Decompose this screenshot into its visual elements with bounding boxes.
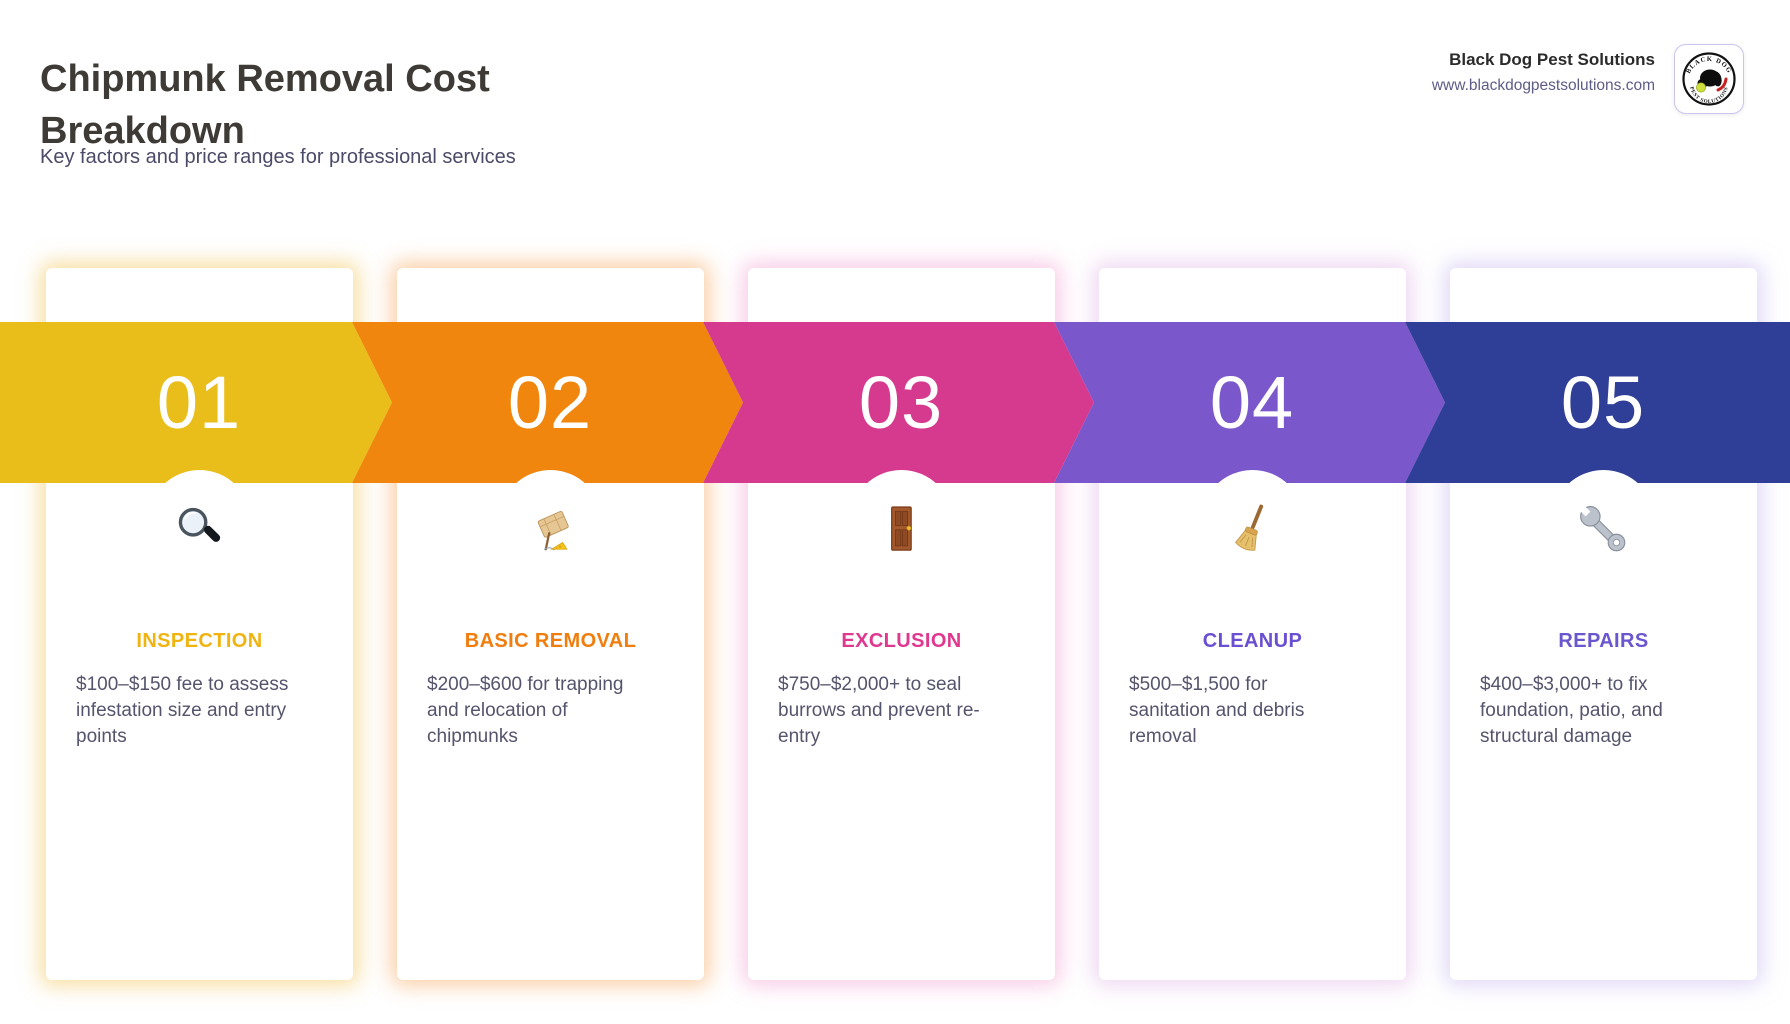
- chevron-segment-4: [1054, 322, 1445, 483]
- icon-circle: [1552, 470, 1655, 573]
- step-card-cleanup: CLEANUP $500–$1,500 for sanitation and d…: [1099, 0, 1406, 1024]
- chevron-segment-1: [0, 322, 392, 483]
- page-title-line2: Breakdown: [40, 110, 245, 153]
- wrench-icon: [1576, 502, 1630, 556]
- page-title-line1: Chipmunk Removal Cost: [40, 58, 490, 101]
- chevron-segment-5: [1405, 322, 1790, 483]
- page-title: Chipmunk Removal Cost Breakdown: [40, 53, 490, 157]
- step-card-basic-removal: BASIC REMOVAL $200–$600 for trapping and…: [397, 0, 704, 1024]
- brand-website: www.blackdogpestsolutions.com: [1431, 77, 1655, 94]
- step-number-1: 01: [156, 361, 242, 444]
- step-number-3: 03: [858, 361, 944, 444]
- brand-name: Black Dog Pest Solutions: [1449, 50, 1655, 69]
- step-title: CLEANUP: [1202, 630, 1303, 652]
- box-trap-icon: [523, 502, 577, 556]
- step-number-5: 05: [1560, 361, 1646, 444]
- page-subtitle: Key factors and price ranges for profess…: [40, 146, 516, 168]
- black-dog-logo-icon: BLACK DOG PEST SOLUTIONS: [1682, 52, 1736, 106]
- step-card-repairs: REPAIRS $400–$3,000+ to fix foundation, …: [1450, 0, 1757, 1024]
- progress-band: 01 02 03 04 05: [0, 322, 1790, 483]
- step-description: $500–$1,500 for sanitation and debris re…: [1129, 674, 1305, 747]
- step-card-exclusion: EXCLUSION $750–$2,000+ to seal burrows a…: [748, 0, 1055, 1024]
- step-number-2: 02: [507, 361, 593, 444]
- step-card-inspection: INSPECTION $100–$150 fee to assess infes…: [46, 0, 353, 1024]
- chevron-segment-3: [703, 322, 1094, 483]
- brand-logo: BLACK DOG PEST SOLUTIONS: [1674, 44, 1744, 114]
- step-description: $100–$150 fee to assess infestation size…: [76, 674, 289, 747]
- step-description: $200–$600 for trapping and relocation of…: [427, 674, 624, 747]
- brand-block: Black Dog Pest Solutions www.blackdogpes…: [1150, 50, 1655, 95]
- chevron-segment-2: [352, 322, 743, 483]
- step-description: $400–$3,000+ to fix foundation, patio, a…: [1480, 674, 1663, 747]
- step-description: $750–$2,000+ to seal burrows and prevent…: [778, 674, 980, 747]
- magnifying-glass-icon: [172, 502, 226, 556]
- broom-icon: [1225, 502, 1279, 556]
- step-title: BASIC REMOVAL: [464, 630, 637, 652]
- step-title: INSPECTION: [136, 630, 263, 652]
- step-title: EXCLUSION: [841, 630, 962, 652]
- icon-circle: [1201, 470, 1304, 573]
- step-number-4: 04: [1209, 361, 1295, 444]
- door-icon: [874, 502, 928, 556]
- step-title: REPAIRS: [1558, 630, 1649, 652]
